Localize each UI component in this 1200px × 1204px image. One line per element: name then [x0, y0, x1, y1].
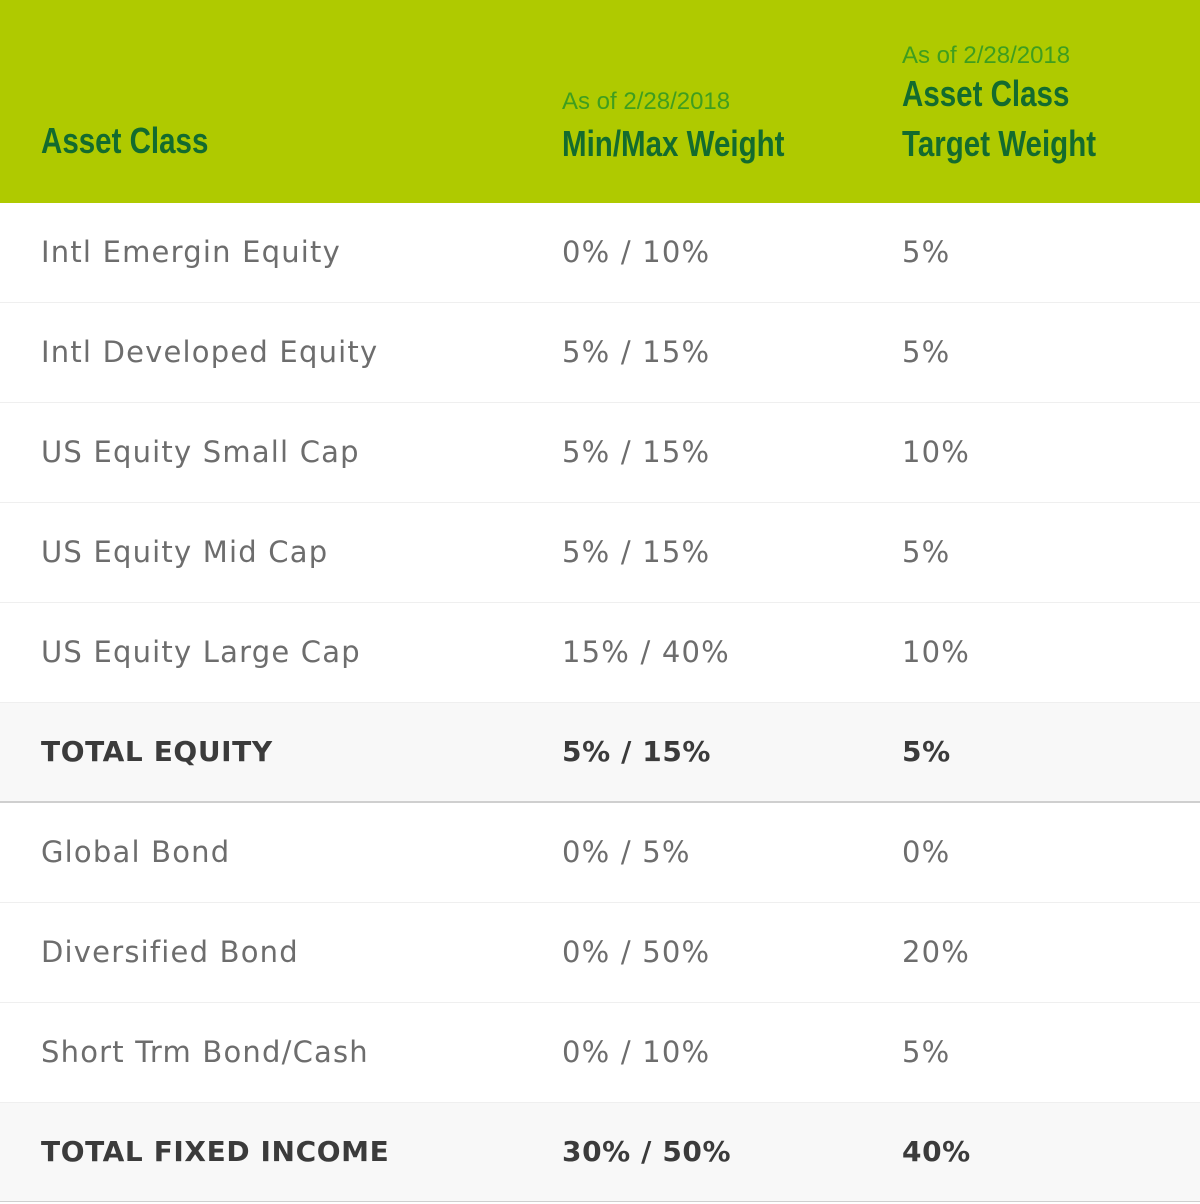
asset-class-cell: Short Trm Bond/Cash [41, 1035, 369, 1069]
total-minmax-cell: 30% / 50% [562, 1135, 732, 1168]
minmax-weight-cell: 5% / 15% [562, 335, 711, 369]
target-weight-cell: 20% [902, 935, 971, 969]
table-row: Intl Developed Equity 5% / 15% 5% [0, 303, 1200, 403]
table-row: Intl Emergin Equity 0% / 10% 5% [0, 203, 1200, 303]
asset-class-cell: US Equity Large Cap [41, 635, 361, 669]
total-label-cell: TOTAL FIXED INCOME [41, 1135, 390, 1168]
target-weight-cell: 5% [902, 335, 951, 369]
total-fixed-income-row: TOTAL FIXED INCOME 30% / 50% 40% [0, 1103, 1200, 1202]
target-weight-cell: 10% [902, 635, 971, 669]
asset-class-cell: Intl Developed Equity [41, 335, 379, 369]
table-row: Global Bond 0% / 5% 0% [0, 803, 1200, 903]
target-weight-cell: 5% [902, 1035, 951, 1069]
table-row: Diversified Bond 0% / 50% 20% [0, 903, 1200, 1003]
target-weight-cell: 5% [902, 235, 951, 269]
total-target-cell: 5% [902, 735, 951, 768]
asset-class-cell: US Equity Mid Cap [41, 535, 329, 569]
minmax-weight-cell: 5% / 15% [562, 435, 711, 469]
table-row: US Equity Mid Cap 5% / 15% 5% [0, 503, 1200, 603]
header-target-title-line2: Target Weight [902, 123, 1097, 164]
header-target-title-line1: Asset Class [902, 73, 1070, 114]
target-weight-cell: 10% [902, 435, 971, 469]
asset-class-cell: Intl Emergin Equity [41, 235, 341, 269]
total-minmax-cell: 5% / 15% [562, 735, 712, 768]
table-row: US Equity Small Cap 5% / 15% 10% [0, 403, 1200, 503]
minmax-weight-cell: 0% / 10% [562, 1035, 711, 1069]
table-header: Asset Class As of 2/28/2018 Min/Max Weig… [0, 0, 1200, 203]
minmax-weight-cell: 0% / 50% [562, 935, 711, 969]
minmax-weight-cell: 15% / 40% [562, 635, 730, 669]
total-equity-row: TOTAL EQUITY 5% / 15% 5% [0, 703, 1200, 803]
header-target-weight: As of 2/28/2018 Asset Class Target Weigh… [902, 44, 1139, 168]
header-asset-class: Asset Class [41, 117, 245, 165]
header-minmax-title: Min/Max Weight [562, 123, 785, 164]
total-target-cell: 40% [902, 1135, 971, 1168]
table-row: Short Trm Bond/Cash 0% / 10% 5% [0, 1003, 1200, 1103]
header-minmax-asof: As of 2/28/2018 [562, 88, 731, 115]
target-weight-cell: 5% [902, 535, 951, 569]
header-asset-class-title: Asset Class [41, 120, 209, 161]
total-label-cell: TOTAL EQUITY [41, 735, 273, 768]
target-weight-cell: 0% [902, 835, 951, 869]
table-row: US Equity Large Cap 15% / 40% 10% [0, 603, 1200, 703]
asset-class-cell: Diversified Bond [41, 935, 299, 969]
header-minmax-weight: As of 2/28/2018 Min/Max Weight [562, 90, 833, 168]
minmax-weight-cell: 5% / 15% [562, 535, 711, 569]
minmax-weight-cell: 0% / 10% [562, 235, 711, 269]
asset-class-cell: US Equity Small Cap [41, 435, 360, 469]
header-target-asof: As of 2/28/2018 [902, 42, 1071, 69]
asset-class-cell: Global Bond [41, 835, 231, 869]
minmax-weight-cell: 0% / 5% [562, 835, 691, 869]
